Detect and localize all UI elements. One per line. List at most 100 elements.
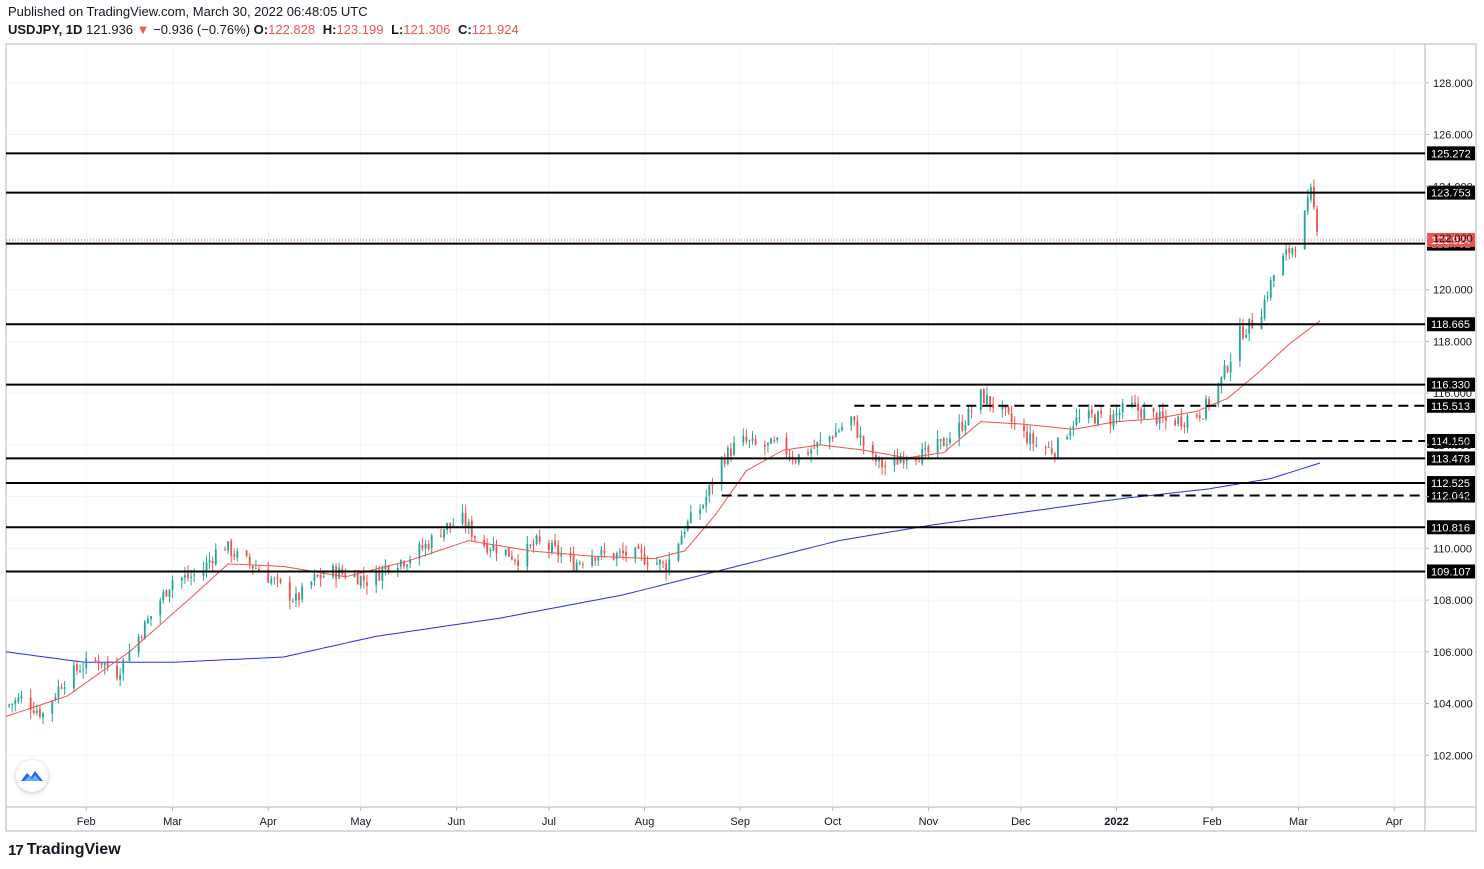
candle-body [8,704,11,706]
candle-body [313,574,316,582]
y-tick-label: 104.000 [1433,699,1473,711]
level-price-badge [1427,451,1475,466]
tradingview-badge[interactable] [16,760,48,792]
candle-body [483,539,486,546]
open-label: O: [253,22,269,37]
candle-body [532,544,535,546]
candle-body [1260,316,1263,330]
candle-body [17,697,20,702]
candle-body [655,563,658,565]
candle-body [751,438,754,441]
sma-short-layer [5,320,1321,717]
current-price-badge [1427,232,1475,247]
candle-body [230,540,233,556]
level-price-label: 125.272 [1431,148,1471,160]
candle-body [964,424,967,431]
candle-body [1056,437,1059,459]
candle-body [100,662,103,666]
candle-body [918,461,921,463]
candle-body [816,442,819,448]
candle-body [1050,448,1053,453]
candle-body [1269,280,1272,298]
level-price-label: 115.513 [1431,401,1470,413]
candle-body [924,447,927,450]
y-tick-label: 120.000 [1433,285,1473,297]
current-price-label: 121.924 [1431,235,1471,247]
candle-body [1164,416,1167,421]
candle-body [214,549,217,565]
candle-body [396,568,399,573]
candle-body [1131,402,1133,406]
candle-body [640,549,643,553]
candle-body [1158,411,1161,424]
candle-body [813,447,816,449]
candle-body [467,521,470,528]
candle-body [72,665,75,688]
candle-body [828,436,831,442]
candle-body [622,550,624,554]
candle-body [273,578,276,580]
candle-body [819,440,822,442]
candle-body [726,447,729,465]
candle-body [193,574,196,576]
candle-body [554,540,557,546]
candle-body [1217,383,1220,405]
candle-body [612,553,615,560]
level-price-badge [1427,377,1475,392]
candle-body [258,569,260,571]
candle-body [1306,197,1309,212]
candle-body [353,574,356,577]
candle-body [1245,335,1248,338]
candle-body [862,436,865,446]
candle-body [1044,446,1047,448]
x-tick-label: Apr [260,816,277,828]
candle-body [406,564,408,567]
candle-body [251,565,254,569]
symbol-label[interactable]: USDJPY, 1D [8,22,83,37]
footer-brand[interactable]: 17 TradingView [8,841,121,859]
candle-body [409,559,412,564]
candle-body [1285,249,1288,255]
candle-body [310,581,313,586]
candle-body [686,521,689,531]
candle-body [125,661,128,663]
candle-body [14,700,17,705]
candle-body [495,546,498,554]
candle-body [60,687,63,689]
level-price-label: 114.150 [1431,436,1470,448]
high-label: H: [322,22,337,37]
candle-body [1032,433,1035,444]
axis-layer: 102.000 104.000 106.000 108.000 110.000 112.0… [77,78,1473,828]
change-arrow-icon: ▼ [136,22,150,37]
sma-long-line [5,462,1321,663]
candle-body [1208,398,1210,405]
candle-body [745,436,748,442]
candle-body [486,544,489,553]
tradingview-logo-icon: 17 [8,841,24,859]
level-price-badge [1427,564,1475,579]
candle-body [510,556,513,560]
candle-body [665,563,668,573]
y-tick-label: 110.000 [1433,543,1472,555]
symbol-legend: USDJPY, 1D 121.936 ▼ −0.936 (−0.76%) O:1… [8,22,523,37]
candle-body [702,505,705,508]
candle-body [831,436,834,439]
candle-body [834,431,837,438]
candle-body [1069,431,1072,436]
candle-layer [8,179,1318,725]
candle-body [29,697,32,711]
candle-body [403,561,405,567]
candle-body [927,446,930,453]
candle-body [1007,407,1010,413]
y-tick-label: 128.000 [1433,78,1473,90]
y-tick-label: 116.000 [1433,388,1472,400]
candle-body [76,664,78,671]
x-tick-label: 2022 [1104,816,1128,828]
x-tick-label: Mar [163,816,182,828]
candle-body [298,593,300,601]
candle-body [1118,412,1121,416]
candle-body [1026,431,1028,443]
level-price-badge [1427,520,1475,535]
candle-body [856,421,859,438]
